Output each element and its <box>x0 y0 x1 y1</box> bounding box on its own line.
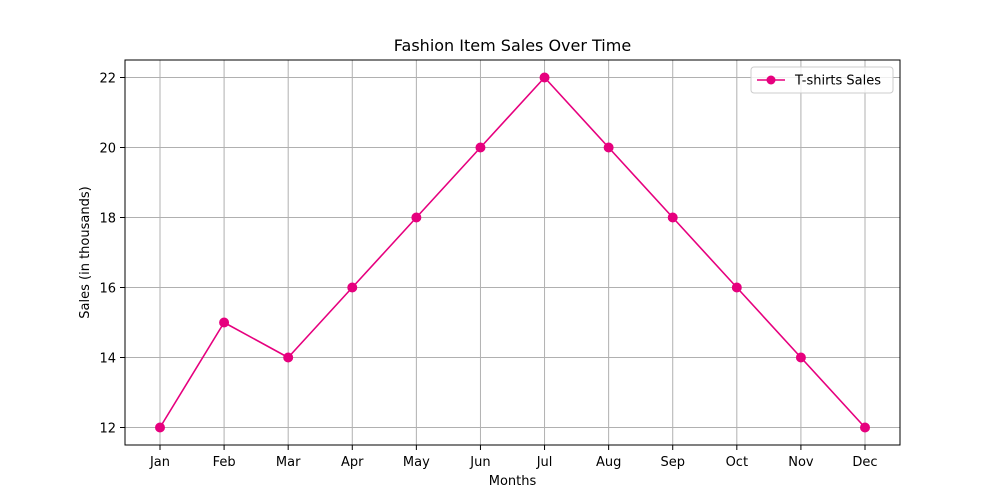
y-tick-label: 20 <box>99 142 116 157</box>
data-point-marker <box>475 142 486 153</box>
y-tick-label: 14 <box>99 352 116 367</box>
data-point-marker <box>860 422 870 433</box>
legend-label: T-shirts Sales <box>794 74 881 89</box>
chart-title: Fashion Item Sales Over Time <box>394 36 631 55</box>
y-tick-label: 22 <box>99 72 116 87</box>
legend: T-shirts Sales <box>750 66 894 94</box>
x-tick-label: Nov <box>788 455 814 470</box>
data-point-marker <box>283 352 294 363</box>
x-tick-label: May <box>403 455 430 470</box>
y-tick-label: 16 <box>99 282 116 297</box>
data-point-marker <box>667 212 678 223</box>
data-point-marker <box>411 212 422 223</box>
data-point-marker <box>603 142 614 153</box>
y-axis-label: Sales (in thousands) <box>78 186 93 318</box>
x-tick-label: Jan <box>149 455 170 470</box>
data-point-marker <box>539 72 550 83</box>
x-tick-label: Sep <box>660 455 685 470</box>
x-tick-label: Jul <box>536 455 553 470</box>
x-axis-label: Months <box>489 474 537 489</box>
y-tick-label: 12 <box>99 422 116 437</box>
x-tick-label: Jun <box>469 455 490 470</box>
grid-lines <box>125 60 900 445</box>
x-tick-label: Mar <box>276 455 301 470</box>
y-tick-label: 18 <box>99 212 116 227</box>
x-tick-label: Apr <box>341 455 364 470</box>
x-tick-label: Dec <box>852 455 877 470</box>
data-point-marker <box>731 282 742 293</box>
tick-marks: Jan Feb Mar Apr May Jun Jul Aug Sep Oct Nov Dec 12 14… <box>99 72 877 471</box>
data-point-marker <box>795 352 806 363</box>
x-tick-label: Oct <box>726 455 748 470</box>
data-point-marker <box>219 317 230 328</box>
plot-area-frame <box>124 59 901 446</box>
legend-box <box>750 66 894 94</box>
series-lines <box>159 76 866 429</box>
axes <box>124 59 901 446</box>
legend-marker-swatch <box>766 75 776 85</box>
x-tick-label: Aug <box>596 455 621 470</box>
x-tick-label: Feb <box>213 455 236 470</box>
series-line <box>159 76 866 429</box>
data-point-marker <box>155 422 165 433</box>
series-markers <box>155 72 870 433</box>
data-point-marker <box>347 282 358 293</box>
